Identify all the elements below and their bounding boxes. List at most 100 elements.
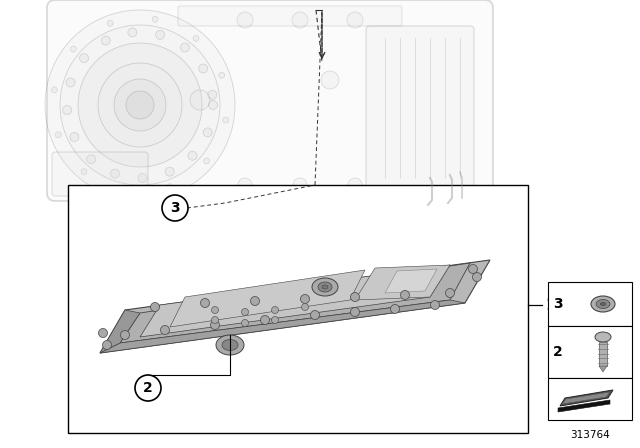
Circle shape (431, 301, 440, 310)
Circle shape (135, 375, 161, 401)
Circle shape (128, 28, 137, 37)
Circle shape (70, 46, 76, 52)
Circle shape (223, 117, 228, 123)
Circle shape (79, 54, 88, 63)
Circle shape (101, 36, 110, 45)
Circle shape (260, 315, 269, 324)
Circle shape (55, 132, 61, 138)
Circle shape (188, 151, 197, 160)
Polygon shape (558, 400, 610, 412)
Circle shape (63, 106, 72, 115)
Circle shape (78, 43, 202, 167)
Circle shape (51, 87, 58, 93)
Ellipse shape (322, 285, 328, 289)
Circle shape (156, 30, 164, 39)
Text: 313764: 313764 (570, 430, 610, 440)
Circle shape (204, 158, 210, 164)
Circle shape (102, 340, 111, 349)
Bar (548, 378, 632, 420)
Circle shape (190, 90, 210, 110)
Polygon shape (355, 265, 450, 300)
Circle shape (301, 303, 308, 310)
Circle shape (271, 316, 278, 323)
Circle shape (150, 302, 159, 311)
Circle shape (198, 64, 208, 73)
Polygon shape (170, 270, 365, 327)
Bar (68, 185, 528, 433)
Circle shape (120, 331, 129, 340)
Bar (548, 326, 632, 378)
Circle shape (66, 78, 75, 87)
Text: 2: 2 (143, 381, 153, 395)
Circle shape (310, 310, 319, 319)
Circle shape (193, 35, 199, 41)
Circle shape (70, 133, 79, 142)
Circle shape (401, 290, 410, 300)
Ellipse shape (595, 332, 611, 342)
Circle shape (445, 289, 454, 297)
Polygon shape (100, 310, 140, 353)
Polygon shape (100, 260, 490, 353)
Circle shape (60, 25, 220, 185)
Polygon shape (120, 263, 470, 343)
FancyBboxPatch shape (47, 0, 493, 201)
Circle shape (238, 178, 252, 192)
Circle shape (301, 294, 310, 303)
Bar (599, 342, 607, 366)
Ellipse shape (216, 335, 244, 355)
Polygon shape (562, 392, 610, 404)
Circle shape (250, 297, 259, 306)
Circle shape (293, 178, 307, 192)
Polygon shape (599, 366, 607, 372)
Circle shape (114, 79, 166, 131)
Polygon shape (385, 269, 437, 293)
Polygon shape (140, 265, 450, 337)
Ellipse shape (312, 278, 338, 296)
Circle shape (351, 307, 360, 316)
Circle shape (152, 16, 158, 22)
Text: 2: 2 (553, 345, 563, 359)
Circle shape (138, 173, 147, 182)
Circle shape (321, 71, 339, 89)
Circle shape (292, 12, 308, 28)
Circle shape (347, 12, 363, 28)
Circle shape (211, 306, 218, 314)
Circle shape (208, 90, 217, 99)
Circle shape (167, 184, 173, 190)
Circle shape (200, 298, 209, 307)
Circle shape (203, 128, 212, 137)
FancyBboxPatch shape (52, 152, 148, 196)
Text: 1: 1 (545, 297, 556, 313)
Circle shape (111, 169, 120, 178)
Circle shape (211, 320, 220, 329)
Text: 3: 3 (170, 201, 180, 215)
Ellipse shape (596, 300, 610, 309)
Circle shape (351, 293, 360, 302)
Circle shape (98, 63, 182, 147)
FancyBboxPatch shape (178, 6, 402, 26)
Circle shape (209, 100, 218, 109)
Ellipse shape (591, 296, 615, 312)
Circle shape (390, 305, 399, 314)
Ellipse shape (222, 340, 238, 350)
Circle shape (180, 43, 189, 52)
Circle shape (122, 188, 128, 194)
Circle shape (211, 316, 218, 323)
Circle shape (99, 328, 108, 337)
Circle shape (241, 309, 248, 315)
Bar (548, 282, 632, 326)
Circle shape (219, 72, 225, 78)
Circle shape (81, 168, 87, 175)
Circle shape (165, 167, 174, 176)
Circle shape (126, 91, 154, 119)
Circle shape (108, 20, 113, 26)
Circle shape (348, 178, 362, 192)
Circle shape (472, 272, 481, 281)
Circle shape (161, 326, 170, 335)
Circle shape (237, 12, 253, 28)
Circle shape (162, 195, 188, 221)
Ellipse shape (318, 282, 332, 292)
Circle shape (468, 264, 477, 273)
Circle shape (241, 319, 248, 327)
Circle shape (271, 306, 278, 314)
